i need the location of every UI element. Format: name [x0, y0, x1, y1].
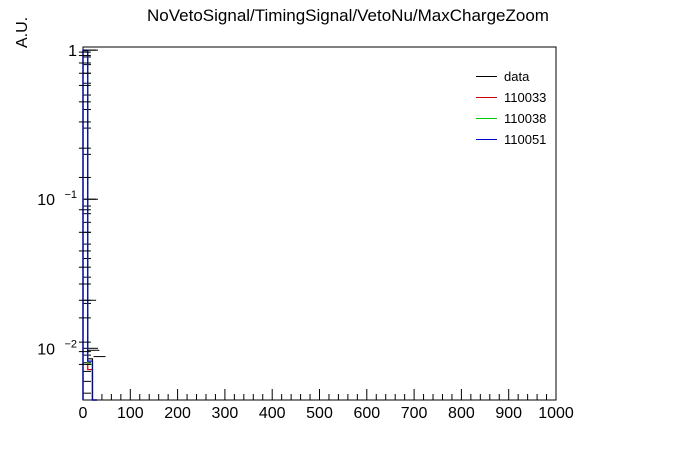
legend-label: data	[504, 69, 530, 84]
y-tick-label: 10	[37, 192, 55, 209]
x-tick-label: 400	[259, 405, 286, 422]
chart-title: NoVetoSignal/TimingSignal/VetoNu/MaxChar…	[147, 6, 549, 25]
legend-item: 110038	[476, 108, 566, 129]
legend-swatch	[476, 97, 497, 98]
legend: data 110033 110038 110051	[476, 66, 566, 150]
error-bars	[78, 49, 106, 365]
histograms	[82, 49, 98, 401]
legend-swatch	[476, 76, 497, 77]
y-tick-label: 10	[37, 341, 55, 358]
legend-swatch	[476, 139, 497, 140]
y-tick-exponent: −1	[64, 189, 77, 201]
x-tick-label: 300	[212, 405, 239, 422]
series-line	[82, 50, 98, 401]
series-line	[82, 49, 98, 401]
x-tick-label: 200	[164, 405, 191, 422]
legend-item: 110033	[476, 87, 566, 108]
legend-item: data	[476, 66, 566, 87]
series-line	[82, 49, 98, 401]
x-tick-label: 800	[448, 405, 475, 422]
legend-label: 110038	[504, 111, 547, 126]
x-tick-label: 700	[401, 405, 428, 422]
x-tick-label: 500	[306, 405, 333, 422]
legend-item: 110051	[476, 129, 566, 150]
legend-swatch	[476, 118, 497, 119]
x-tick-label: 1000	[538, 405, 574, 422]
x-tick-label: 100	[117, 405, 144, 422]
legend-label: 110033	[504, 90, 547, 105]
series-line	[82, 50, 98, 401]
x-tick-label: 0	[79, 405, 88, 422]
legend-label: 110051	[504, 132, 547, 147]
y-tick-exponent: −2	[64, 338, 77, 350]
x-tick-label: 900	[495, 405, 522, 422]
x-tick-label: 600	[353, 405, 380, 422]
y-tick-label: 1	[68, 43, 77, 60]
